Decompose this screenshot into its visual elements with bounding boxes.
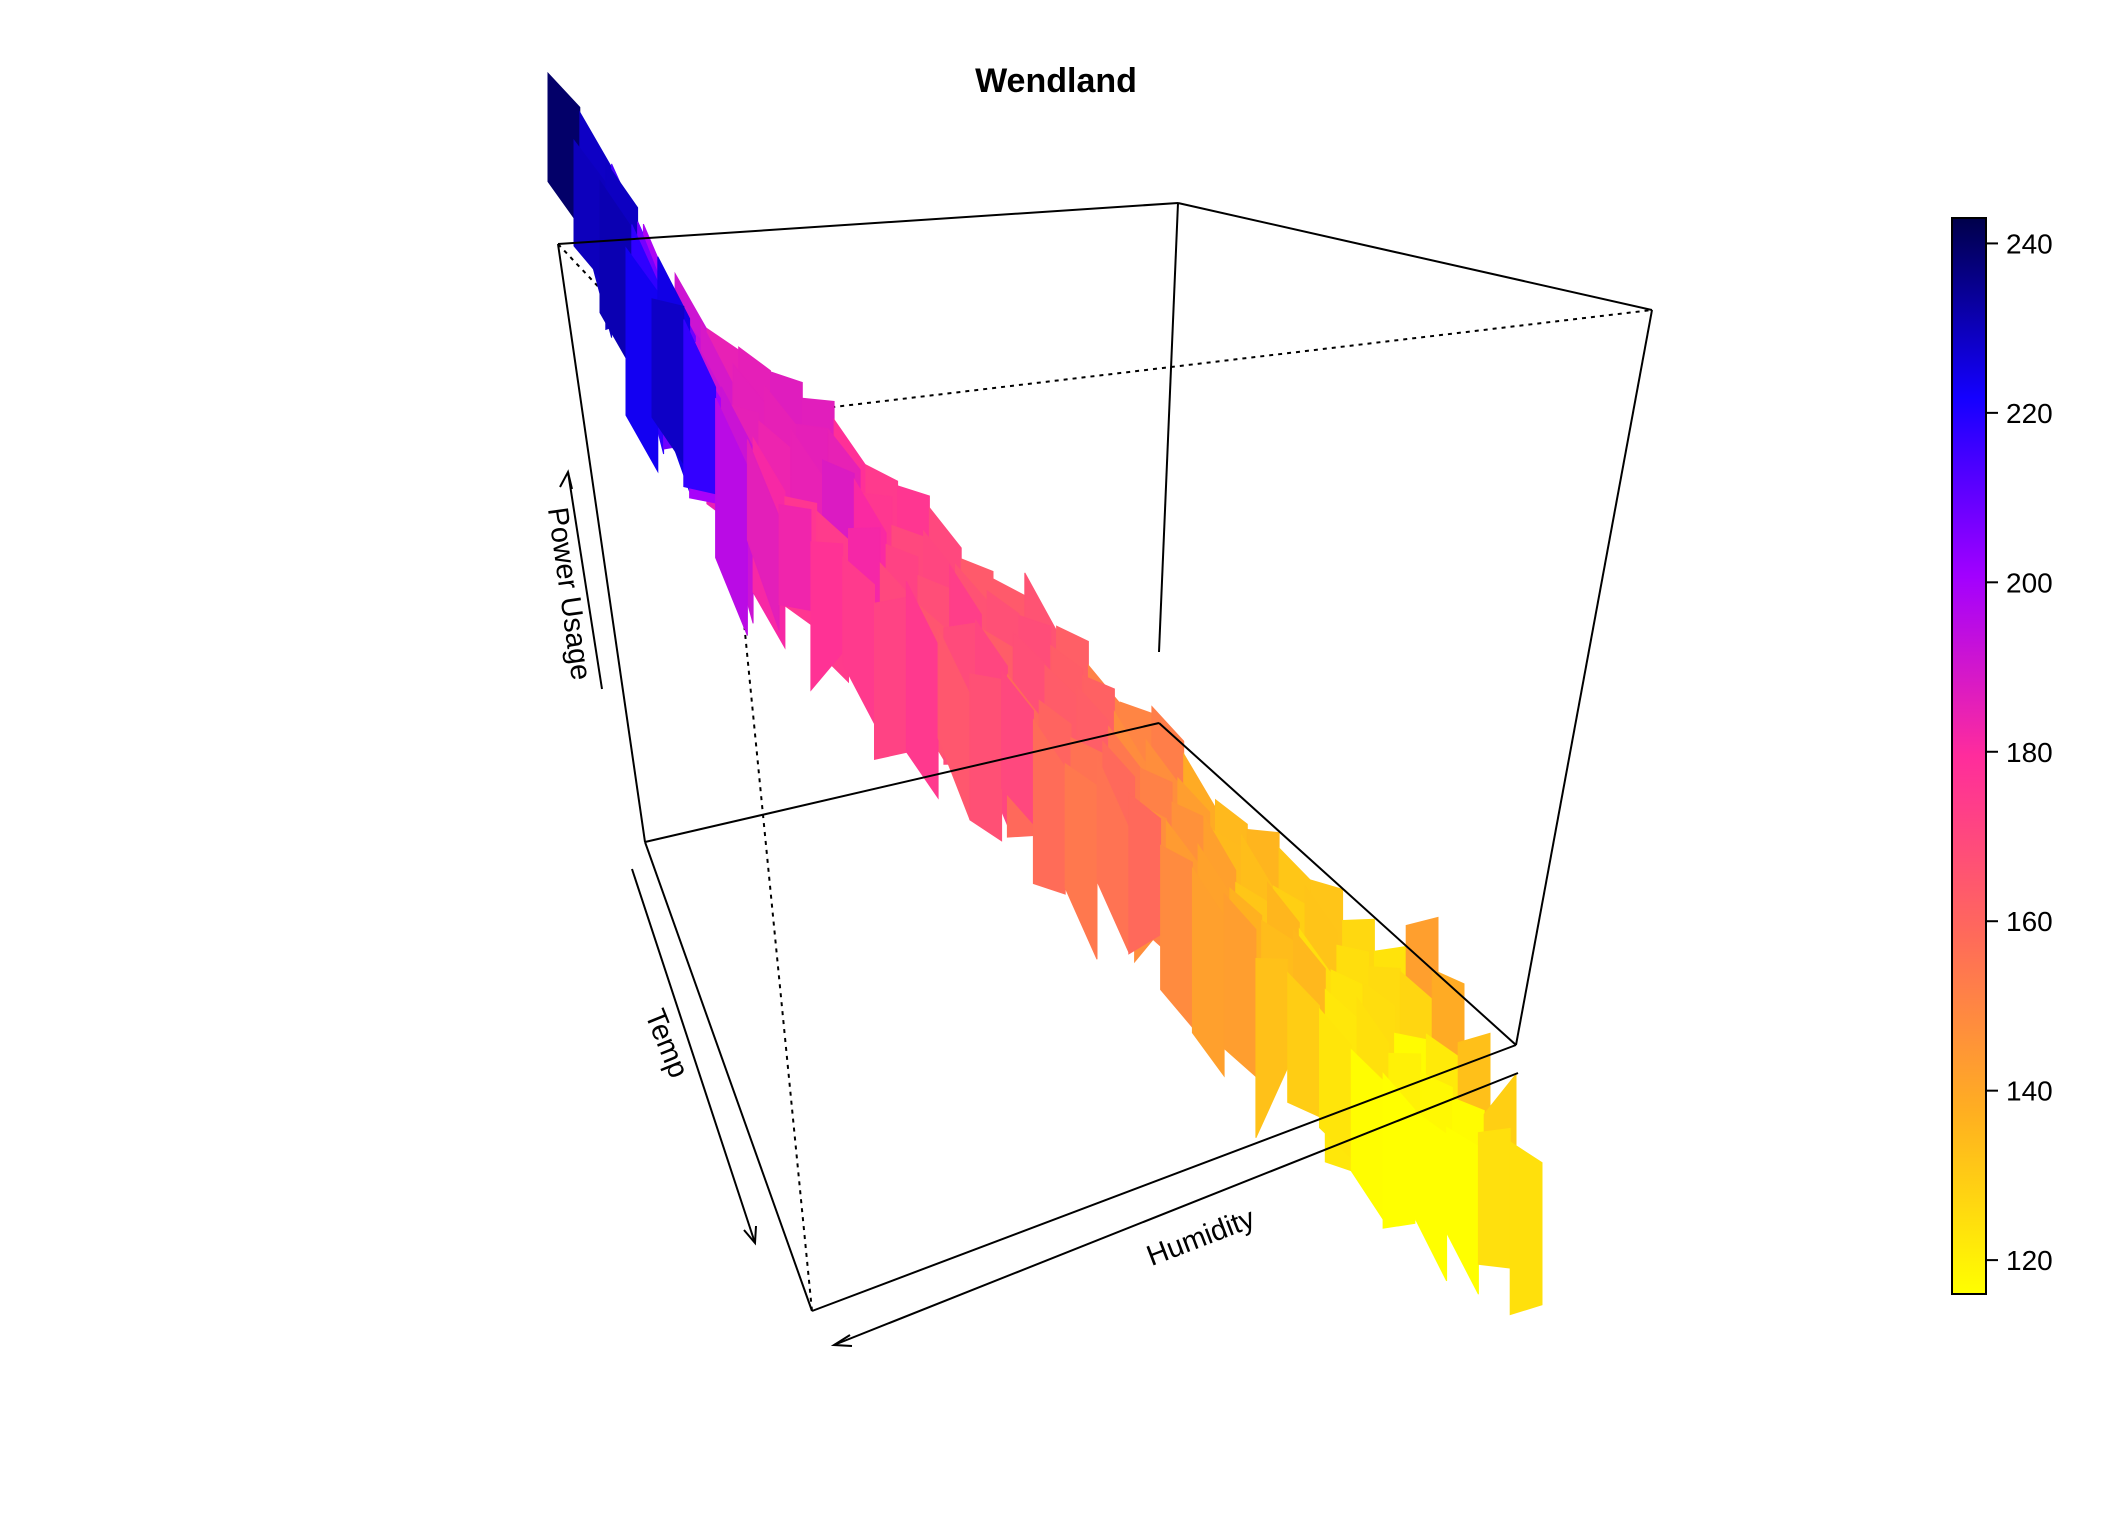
colorbar-tick-label: 120 (2006, 1245, 2053, 1276)
surface-facet (842, 555, 875, 725)
surface-facet (1477, 1127, 1511, 1269)
box-visible-edges (557, 202, 1653, 1312)
surface-facet (1032, 718, 1066, 895)
surface-facet (1382, 1072, 1416, 1229)
colorbar-fill (1952, 218, 1986, 1294)
colorbar-tick-label: 200 (2006, 567, 2053, 598)
humidity-axis-arrow (830, 1072, 1519, 1347)
surface-facet (1191, 866, 1225, 1078)
surface-facet (1509, 1140, 1543, 1316)
surface-facet (1160, 844, 1193, 1029)
colorbar-tick-label: 220 (2006, 398, 2053, 429)
surface-facet (778, 503, 812, 612)
surface-facet (1128, 792, 1162, 955)
surface-facet (1255, 957, 1289, 1139)
surface-facet (874, 596, 907, 761)
colorbar-frame (1951, 217, 1987, 1295)
temp-axis-arrow (631, 868, 757, 1246)
colorbar-tick-label: 180 (2006, 737, 2053, 768)
surface-facet (1414, 1110, 1448, 1282)
surface-facet (1446, 1126, 1479, 1295)
colorbar-tick-label: 140 (2006, 1076, 2053, 1107)
axis-arrows (559, 469, 1519, 1347)
x-axis-label: Humidity (1142, 1202, 1259, 1272)
surface-facet (905, 580, 939, 800)
surface-mesh (547, 71, 1543, 1316)
surface-facet (715, 397, 748, 636)
colorbar-tick-label: 240 (2006, 228, 2053, 259)
surface-facet (1064, 762, 1098, 960)
z-axis-label: Power Usage (541, 505, 597, 682)
surface-facet (969, 673, 1003, 842)
chart-title: Wendland (975, 62, 1137, 100)
y-axis-label: Temp (638, 1005, 694, 1083)
power-usage-axis-arrow (559, 469, 603, 690)
colorbar: 120 140 160 180 200 220 240 (1951, 217, 2053, 1295)
colorbar-tick-label: 160 (2006, 906, 2053, 937)
colorbar-ticks: 120 140 160 180 200 220 240 (1986, 228, 2053, 1276)
surface-facet (625, 246, 659, 474)
surface-facet (746, 439, 780, 631)
